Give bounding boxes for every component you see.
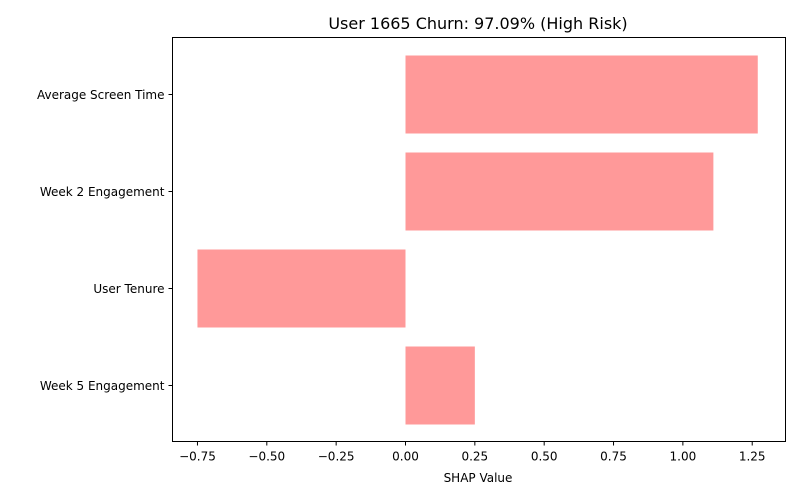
- x-tick-label: 1.00: [670, 450, 697, 464]
- x-tick-label: −0.75: [179, 450, 216, 464]
- x-tick-label: −0.50: [248, 450, 285, 464]
- x-tick-label: 0.25: [461, 450, 488, 464]
- bar-week-2-engagement: [405, 152, 714, 231]
- chart-title: User 1665 Churn: 97.09% (High Risk): [328, 14, 627, 33]
- bar-average-screen-time: [405, 55, 758, 134]
- bars-layer: [197, 55, 758, 425]
- bar-week-5-engagement: [405, 346, 475, 425]
- bar-user-tenure: [197, 249, 406, 328]
- y-tick-label: Average Screen Time: [37, 88, 165, 102]
- x-tick-label: 0.75: [600, 450, 627, 464]
- x-axis-title: SHAP Value: [444, 471, 513, 485]
- y-tick-label: User Tenure: [93, 282, 164, 296]
- x-tick-label: 1.25: [739, 450, 766, 464]
- y-tick-label: Week 2 Engagement: [40, 185, 165, 199]
- x-axis: −0.75 −0.50 −0.25 0.00 0.25 0.50 0.75 1.00 1.25: [179, 441, 766, 464]
- x-tick-label: −0.25: [318, 450, 355, 464]
- x-tick-label: 0.00: [392, 450, 419, 464]
- y-axis: Average Screen Time Week 2 Engagement User…: [37, 88, 173, 393]
- plot-frame: [172, 37, 786, 442]
- y-tick-label: Week 5 Engagement: [40, 379, 165, 393]
- x-tick-label: 0.50: [531, 450, 558, 464]
